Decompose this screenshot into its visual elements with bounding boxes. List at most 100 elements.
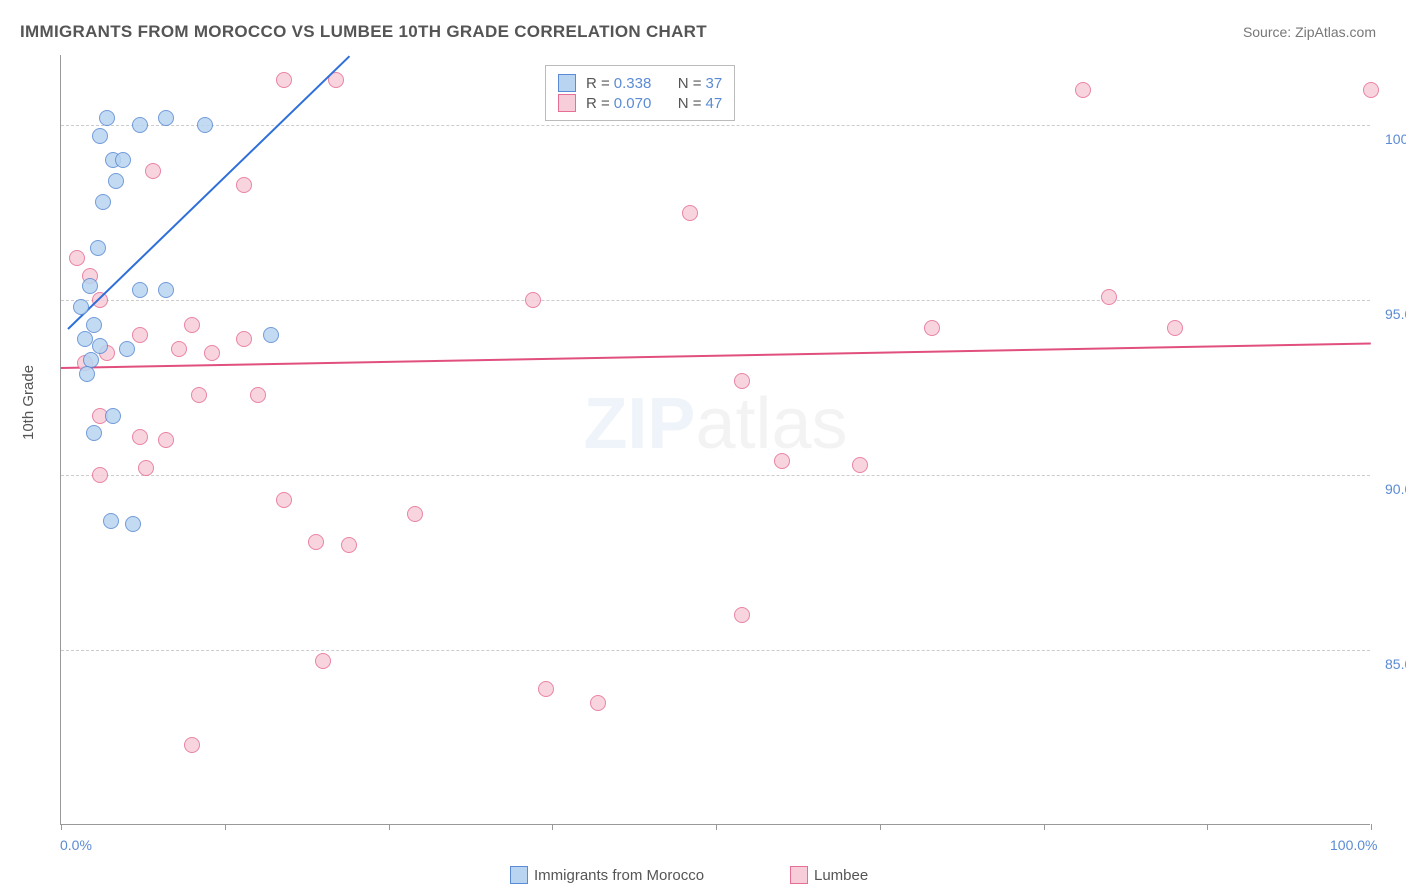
- data-point: [73, 299, 89, 315]
- data-point: [774, 453, 790, 469]
- data-point: [236, 177, 252, 193]
- trend-line-b: [61, 342, 1371, 368]
- y-tick-label: 90.0%: [1375, 481, 1406, 497]
- r-label: R =: [586, 75, 610, 92]
- data-point: [250, 387, 266, 403]
- data-point: [263, 327, 279, 343]
- data-point: [1101, 289, 1117, 305]
- x-tick-label: 100.0%: [1330, 837, 1377, 853]
- legend-row: R = 0.070 N = 47: [558, 94, 722, 112]
- x-tick: [389, 824, 390, 830]
- r-value: 0.070: [614, 95, 674, 112]
- x-tick: [1044, 824, 1045, 830]
- data-point: [191, 387, 207, 403]
- x-tick: [716, 824, 717, 830]
- x-tick: [1371, 824, 1372, 830]
- scatter-plot-area: ZIPatlas 85.0%90.0%95.0%100.0%: [60, 55, 1370, 825]
- y-tick-label: 95.0%: [1375, 306, 1406, 322]
- y-tick-label: 100.0%: [1375, 131, 1406, 147]
- data-point: [184, 317, 200, 333]
- r-value: 0.338: [614, 75, 674, 92]
- data-point: [90, 240, 106, 256]
- data-point: [197, 117, 213, 133]
- data-point: [138, 460, 154, 476]
- n-value: 47: [706, 95, 723, 112]
- data-point: [86, 425, 102, 441]
- data-point: [341, 537, 357, 553]
- data-point: [95, 194, 111, 210]
- data-point: [103, 513, 119, 529]
- swatch-icon: [558, 74, 576, 92]
- data-point: [86, 317, 102, 333]
- data-point: [538, 681, 554, 697]
- legend-label: Lumbee: [814, 867, 868, 884]
- data-point: [852, 457, 868, 473]
- data-point: [308, 534, 324, 550]
- x-tick: [225, 824, 226, 830]
- data-point: [236, 331, 252, 347]
- data-point: [77, 331, 93, 347]
- data-point: [315, 653, 331, 669]
- data-point: [682, 205, 698, 221]
- x-tick: [880, 824, 881, 830]
- data-point: [105, 408, 121, 424]
- data-point: [132, 327, 148, 343]
- legend-item-series-b: Lumbee: [790, 866, 868, 884]
- x-tick: [1207, 824, 1208, 830]
- data-point: [145, 163, 161, 179]
- y-axis-label: 10th Grade: [20, 365, 37, 440]
- data-point: [79, 366, 95, 382]
- n-value: 37: [706, 75, 723, 92]
- data-point: [158, 282, 174, 298]
- legend-label: Immigrants from Morocco: [534, 867, 704, 884]
- data-point: [158, 110, 174, 126]
- data-point: [132, 429, 148, 445]
- watermark: ZIPatlas: [583, 383, 847, 465]
- data-point: [276, 492, 292, 508]
- swatch-icon: [790, 866, 808, 884]
- n-label: N =: [678, 75, 702, 92]
- legend-row: R = 0.338 N = 37: [558, 74, 722, 92]
- data-point: [734, 373, 750, 389]
- data-point: [276, 72, 292, 88]
- data-point: [158, 432, 174, 448]
- data-point: [1363, 82, 1379, 98]
- y-tick-label: 85.0%: [1375, 656, 1406, 672]
- r-label: R =: [586, 95, 610, 112]
- source-prefix: Source:: [1243, 24, 1295, 40]
- data-point: [734, 607, 750, 623]
- x-tick: [61, 824, 62, 830]
- gridline: [61, 125, 1370, 126]
- data-point: [184, 737, 200, 753]
- n-label: N =: [678, 95, 702, 112]
- data-point: [590, 695, 606, 711]
- source-link[interactable]: ZipAtlas.com: [1295, 24, 1376, 40]
- data-point: [132, 117, 148, 133]
- source-attribution: Source: ZipAtlas.com: [1243, 24, 1376, 40]
- data-point: [92, 128, 108, 144]
- data-point: [132, 282, 148, 298]
- data-point: [1075, 82, 1091, 98]
- data-point: [924, 320, 940, 336]
- data-point: [82, 278, 98, 294]
- data-point: [99, 110, 115, 126]
- trend-line-a: [67, 55, 350, 329]
- chart-title: IMMIGRANTS FROM MOROCCO VS LUMBEE 10TH G…: [20, 22, 707, 42]
- correlation-legend: R = 0.338 N = 37R = 0.070 N = 47: [545, 65, 735, 121]
- data-point: [92, 338, 108, 354]
- data-point: [171, 341, 187, 357]
- data-point: [69, 250, 85, 266]
- data-point: [1167, 320, 1183, 336]
- legend-item-series-a: Immigrants from Morocco: [510, 866, 704, 884]
- data-point: [125, 516, 141, 532]
- swatch-icon: [558, 94, 576, 112]
- data-point: [407, 506, 423, 522]
- data-point: [525, 292, 541, 308]
- x-tick-label: 0.0%: [60, 837, 92, 853]
- data-point: [92, 467, 108, 483]
- data-point: [204, 345, 220, 361]
- gridline: [61, 650, 1370, 651]
- data-point: [115, 152, 131, 168]
- data-point: [119, 341, 135, 357]
- data-point: [108, 173, 124, 189]
